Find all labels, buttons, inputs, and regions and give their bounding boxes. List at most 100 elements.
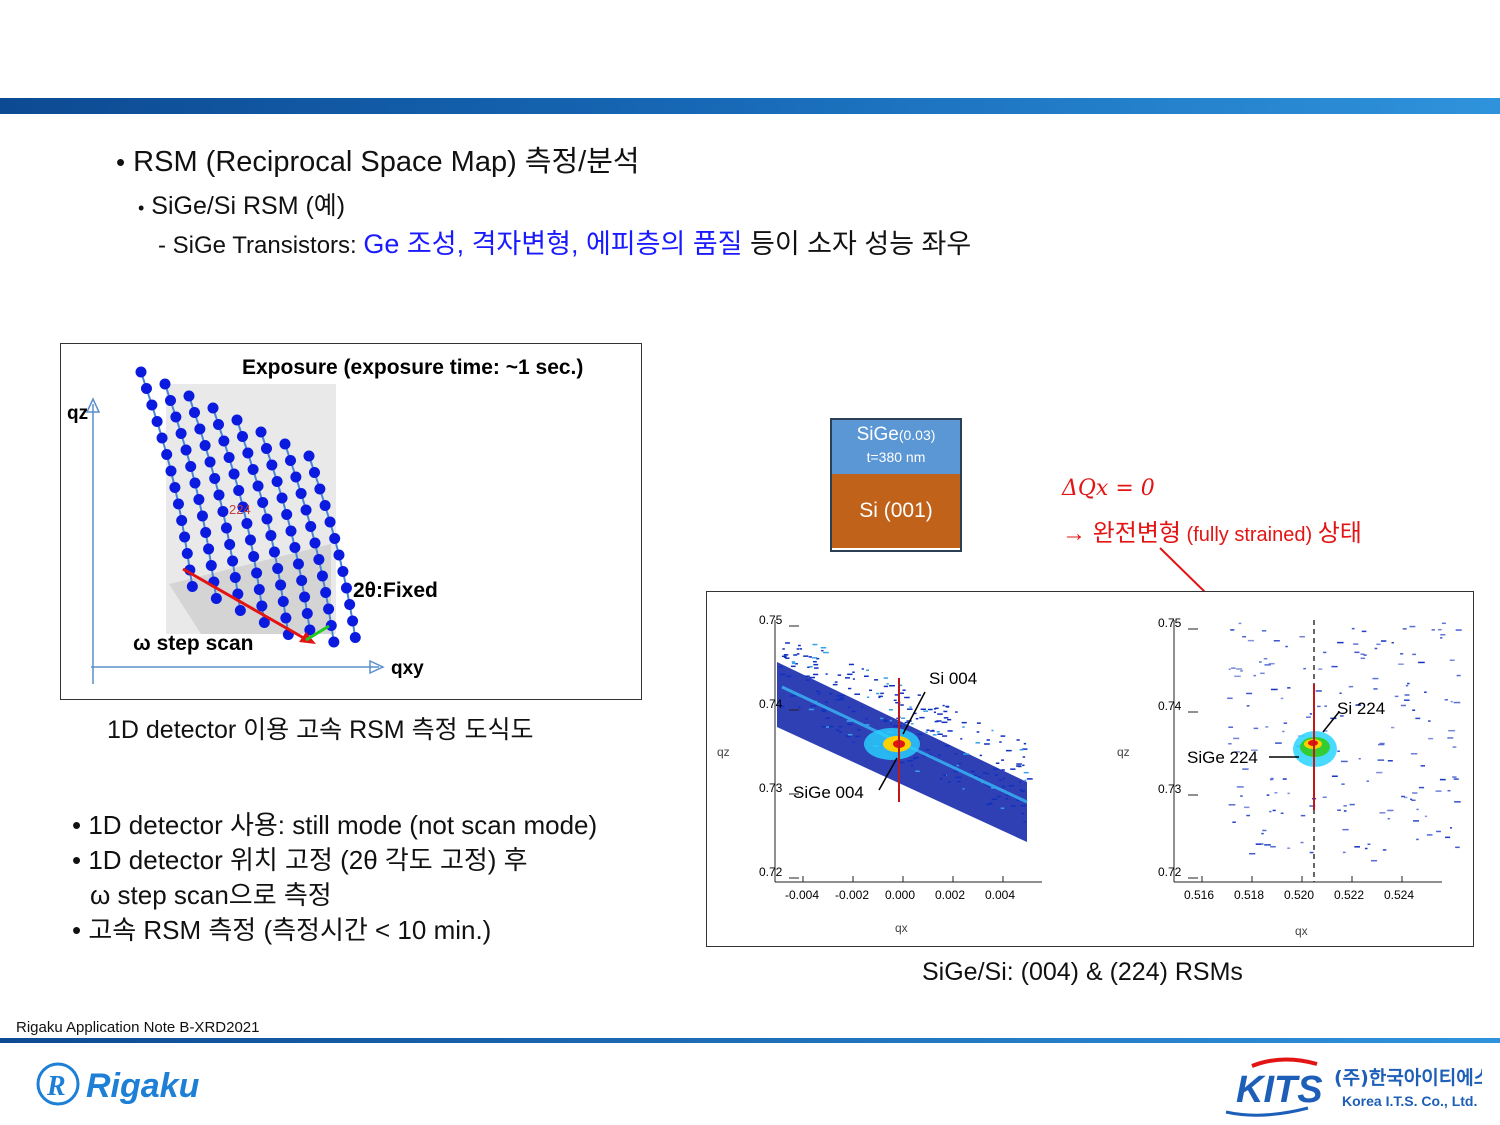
left-scatter-speck — [937, 713, 943, 715]
left-scatter-speck — [869, 689, 873, 692]
left-scatter-speck — [907, 708, 913, 710]
scan-point — [266, 459, 278, 471]
scan-point — [210, 593, 222, 604]
scan-point — [231, 414, 243, 426]
left-scatter-speck — [798, 706, 801, 709]
right-scatter-speck — [1341, 783, 1345, 785]
rigaku-emblem — [36, 1062, 80, 1106]
left-scatter-speck — [938, 754, 942, 757]
scan-point — [325, 620, 337, 631]
scan-point — [300, 504, 312, 516]
sige224-label: SiGe 224 — [1187, 748, 1258, 767]
omega-label: ω step scan — [133, 632, 253, 655]
left-scatter-speck — [975, 742, 981, 744]
right-scatter — [1227, 622, 1462, 862]
left-scatter-speck — [804, 675, 810, 677]
right-scatter-speck — [1413, 820, 1420, 822]
kits-swoosh-blue — [1225, 1106, 1309, 1117]
scan-point — [189, 477, 201, 489]
scan-point — [229, 572, 241, 583]
left-scatter-speck — [866, 696, 870, 699]
scan-point — [257, 497, 269, 508]
left-scatter-speck — [848, 706, 851, 708]
left-scatter-speck — [943, 710, 948, 713]
kits-logo-svg: KITS (주)한국아이티에스 Korea I.T.S. Co., Ltd. — [1225, 1057, 1491, 1117]
right-scatter-speck — [1343, 805, 1347, 807]
left-scatter-speck — [808, 665, 813, 668]
scan-point — [328, 636, 340, 648]
right-scatter-speck — [1367, 843, 1371, 846]
scan-point — [146, 399, 158, 411]
left-scatter-speck — [793, 654, 798, 656]
right-scatter-speck — [1261, 832, 1264, 835]
left-scatter-speck — [834, 681, 838, 683]
right-scatter-speck — [1303, 667, 1306, 670]
scan-point — [279, 438, 291, 450]
scan-point — [320, 587, 332, 598]
x-tick-label: 0.000 — [885, 888, 915, 902]
right-scatter-speck — [1249, 852, 1256, 855]
left-scatter-speck — [1022, 764, 1025, 767]
left-scatter-speck — [957, 780, 961, 783]
left-scatter-speck — [839, 697, 844, 699]
right-scatter-speck — [1287, 847, 1291, 849]
left-scatter-speck — [878, 695, 883, 698]
kits-korean-name: (주)한국아이티에스 — [1334, 1067, 1482, 1089]
footer-note: Rigaku Application Note B-XRD2021 — [16, 1019, 260, 1036]
left-scatter-speck — [839, 698, 844, 701]
left-scatter-speck — [848, 663, 854, 666]
left-scatter-speck — [820, 646, 827, 649]
scan-point — [196, 510, 208, 522]
left-scatter-speck — [780, 673, 786, 676]
bullet-sub: • SiGe/Si RSM (예) — [138, 186, 345, 222]
left-scatter-speck — [816, 657, 820, 660]
right-scatter-speck — [1228, 804, 1236, 806]
strain-paren: (fully strained) — [1181, 524, 1318, 546]
right-scatter-speck — [1377, 759, 1385, 761]
right-scatter-speck — [1339, 692, 1342, 694]
left-scatter-speck — [1019, 789, 1023, 791]
scan-point — [203, 543, 215, 555]
note-item: ω step scan으로 측정 — [90, 880, 332, 910]
left-scatter-speck — [895, 701, 901, 704]
left-scatter-speck — [986, 739, 990, 741]
bullet-main: • RSM (Reciprocal Space Map) 측정/분석 — [116, 138, 640, 180]
left-scatter-speck — [1021, 790, 1025, 793]
left-scatter-speck — [888, 709, 894, 711]
scan-point — [333, 549, 345, 561]
right-scatter-speck — [1409, 625, 1416, 628]
left-scatter-speck — [936, 731, 940, 733]
left-scatter-speck — [931, 729, 934, 732]
left-scatter-speck — [835, 698, 841, 701]
left-scatter-speck — [839, 731, 843, 733]
right-scatter-speck — [1380, 640, 1387, 642]
right-scatter-speck — [1449, 659, 1455, 662]
left-scatter-speck — [789, 695, 796, 697]
note-item: • 1D detector 위치 고정 (2θ 각도 고정) 후 — [72, 845, 528, 875]
right-scatter-speck — [1340, 760, 1348, 763]
omega-arrow — [182, 567, 310, 643]
left-scatter-speck — [970, 770, 975, 773]
left-scatter-speck — [956, 764, 959, 767]
left-scatter-speck — [942, 704, 945, 707]
left-scatter-speck — [796, 648, 800, 650]
scan-point — [135, 366, 147, 378]
right-scatter-speck — [1351, 627, 1355, 630]
scan-point — [256, 600, 268, 612]
scan-point — [268, 546, 280, 558]
right-scatter-speck — [1360, 657, 1366, 660]
left-scatter-speck — [917, 733, 923, 736]
left-scatter-speck — [791, 662, 796, 665]
scan-point — [303, 450, 315, 462]
left-scatter-speck — [790, 665, 796, 668]
right-scatter-speck — [1373, 688, 1378, 690]
right-scatter-speck — [1404, 694, 1410, 696]
left-scatter-speck — [1002, 777, 1005, 780]
right-scatter-speck — [1242, 768, 1249, 770]
left-scatter-speck — [823, 651, 829, 654]
left-scatter-speck — [946, 718, 952, 721]
sige004-label: SiGe 004 — [793, 783, 864, 802]
right-scatter-speck — [1253, 674, 1257, 677]
right-scatter-speck — [1299, 635, 1305, 638]
si-substrate: Si (001) — [832, 474, 960, 548]
